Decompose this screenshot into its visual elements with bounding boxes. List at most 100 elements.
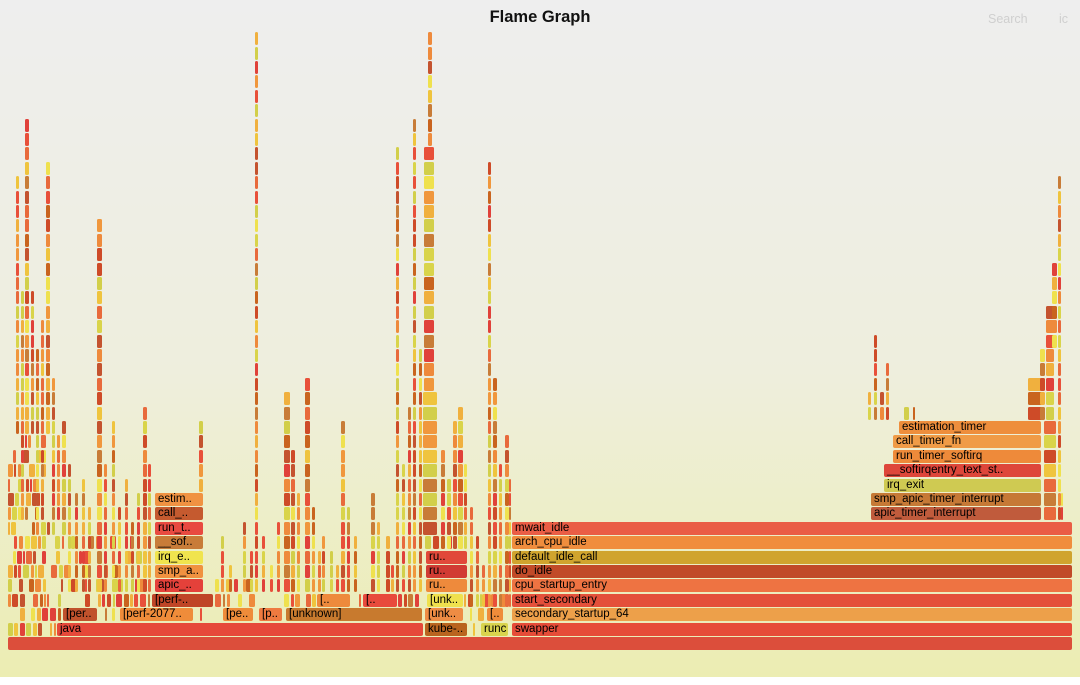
frame-cell[interactable]: [38, 536, 41, 550]
frame-cell[interactable]: [97, 277, 102, 290]
frame-cell[interactable]: [35, 579, 41, 593]
frame-cell[interactable]: [297, 536, 300, 550]
frame-cell[interactable]: [1058, 435, 1061, 449]
frame-cell[interactable]: [499, 464, 502, 478]
frame-cell[interactable]: [83, 565, 88, 578]
frame-cell[interactable]: [408, 536, 411, 550]
frame-cell[interactable]: [464, 507, 467, 521]
frame-cell[interactable]: [493, 507, 497, 521]
frame-cell[interactable]: [118, 521, 121, 535]
frame-cell[interactable]: [255, 550, 258, 564]
frame-cell[interactable]: [16, 291, 19, 305]
frame-cell[interactable]: [419, 536, 422, 550]
frame-cell[interactable]: [137, 521, 140, 535]
frame-cell[interactable]: [26, 550, 32, 564]
frame-cell[interactable]: [41, 320, 44, 334]
frame-cell[interactable]: [85, 593, 90, 607]
frame-cell[interactable]: [125, 536, 128, 550]
frame-cell[interactable]: [82, 536, 85, 550]
frame-cell[interactable]: [1052, 291, 1057, 305]
frame-cell[interactable]: [464, 478, 467, 492]
frame-cell[interactable]: [499, 593, 502, 607]
frame-cell[interactable]: [402, 550, 405, 564]
frame-cell[interactable]: [423, 421, 437, 434]
frame-cell[interactable]: [125, 521, 128, 535]
frame-cell[interactable]: [1040, 406, 1045, 420]
frame-cell[interactable]: [312, 593, 316, 607]
frame-cell[interactable]: [52, 464, 55, 478]
frame-cell[interactable]: [41, 493, 44, 506]
frame-cell[interactable]: [97, 219, 102, 233]
frame-cell[interactable]: [46, 205, 50, 218]
frame-cell[interactable]: [255, 233, 258, 247]
frame-cell[interactable]: [255, 334, 258, 348]
frame-cell[interactable]: [447, 493, 451, 506]
frame-cell[interactable]: [347, 550, 350, 564]
frame-cell[interactable]: [41, 349, 44, 362]
frame-cell[interactable]: [243, 536, 246, 550]
frame-cell[interactable]: [868, 406, 871, 420]
frame-cell[interactable]: [377, 550, 380, 564]
frame-cell[interactable]: [46, 363, 50, 377]
frame-perf[interactable]: [perf-..: [152, 593, 213, 607]
frame-cell[interactable]: [441, 507, 445, 521]
frame-cell[interactable]: [1058, 507, 1061, 521]
frame-cell[interactable]: [104, 493, 107, 506]
frame-cell[interactable]: [488, 593, 491, 607]
frame-cell[interactable]: [143, 421, 147, 434]
frame-cell[interactable]: [419, 550, 422, 564]
frame-cell[interactable]: [255, 147, 258, 161]
frame-cell[interactable]: [50, 608, 56, 622]
frame-cell[interactable]: [402, 579, 405, 593]
frame-cell[interactable]: [243, 550, 246, 564]
frame-cell[interactable]: [284, 493, 290, 506]
frame-cell[interactable]: [386, 536, 390, 550]
frame-cell[interactable]: [377, 521, 380, 535]
frame-cell[interactable]: [57, 507, 60, 521]
frame-cell[interactable]: [1058, 493, 1061, 506]
frame-cell[interactable]: [41, 377, 44, 391]
frame-cell[interactable]: [255, 75, 258, 89]
frame-cell[interactable]: [297, 507, 300, 521]
frame-cell[interactable]: [28, 435, 31, 449]
frame-cell[interactable]: [484, 593, 489, 607]
frame-cell[interactable]: [46, 334, 50, 348]
frame-cell[interactable]: [488, 363, 491, 377]
frame-cell[interactable]: [68, 507, 71, 521]
frame-cell[interactable]: [31, 334, 34, 348]
frame-cell[interactable]: [359, 593, 361, 607]
frame-cell[interactable]: [464, 521, 467, 535]
frame-cell[interactable]: [97, 262, 102, 276]
frame-cell[interactable]: [14, 565, 17, 578]
frame-cell[interactable]: [396, 377, 399, 391]
frame-cell[interactable]: [458, 449, 463, 463]
frame-cell[interactable]: [419, 507, 422, 521]
frame-cell[interactable]: [125, 550, 131, 564]
frame-cell[interactable]: [19, 579, 23, 593]
frame-cell[interactable]: [347, 536, 350, 550]
frame-cell[interactable]: [509, 507, 511, 521]
frame-cell[interactable]: [36, 406, 39, 420]
frame-cell[interactable]: [26, 622, 31, 636]
frame-cell[interactable]: [441, 478, 445, 492]
frame-cell[interactable]: [23, 550, 25, 564]
frame-cell[interactable]: [21, 349, 24, 362]
frame-cell[interactable]: [62, 464, 66, 478]
frame-cell[interactable]: [148, 521, 151, 535]
frame-kube[interactable]: kube-..: [425, 622, 467, 636]
frame-cell[interactable]: [21, 363, 24, 377]
frame-cell[interactable]: [25, 421, 29, 434]
frame-cell[interactable]: [880, 406, 884, 420]
frame-cell[interactable]: [322, 550, 325, 564]
frame-cell[interactable]: [255, 478, 258, 492]
frame-cell[interactable]: [476, 550, 479, 564]
frame-cell[interactable]: [102, 593, 105, 607]
frame-cell[interactable]: [354, 536, 357, 550]
frame-cell[interactable]: [33, 593, 38, 607]
frame-cell[interactable]: [41, 521, 46, 535]
frame-cell[interactable]: [470, 593, 473, 607]
frame-cell[interactable]: [453, 449, 457, 463]
frame-cell[interactable]: [419, 521, 422, 535]
frame-cell[interactable]: [85, 579, 87, 593]
frame-cell[interactable]: [112, 493, 115, 506]
